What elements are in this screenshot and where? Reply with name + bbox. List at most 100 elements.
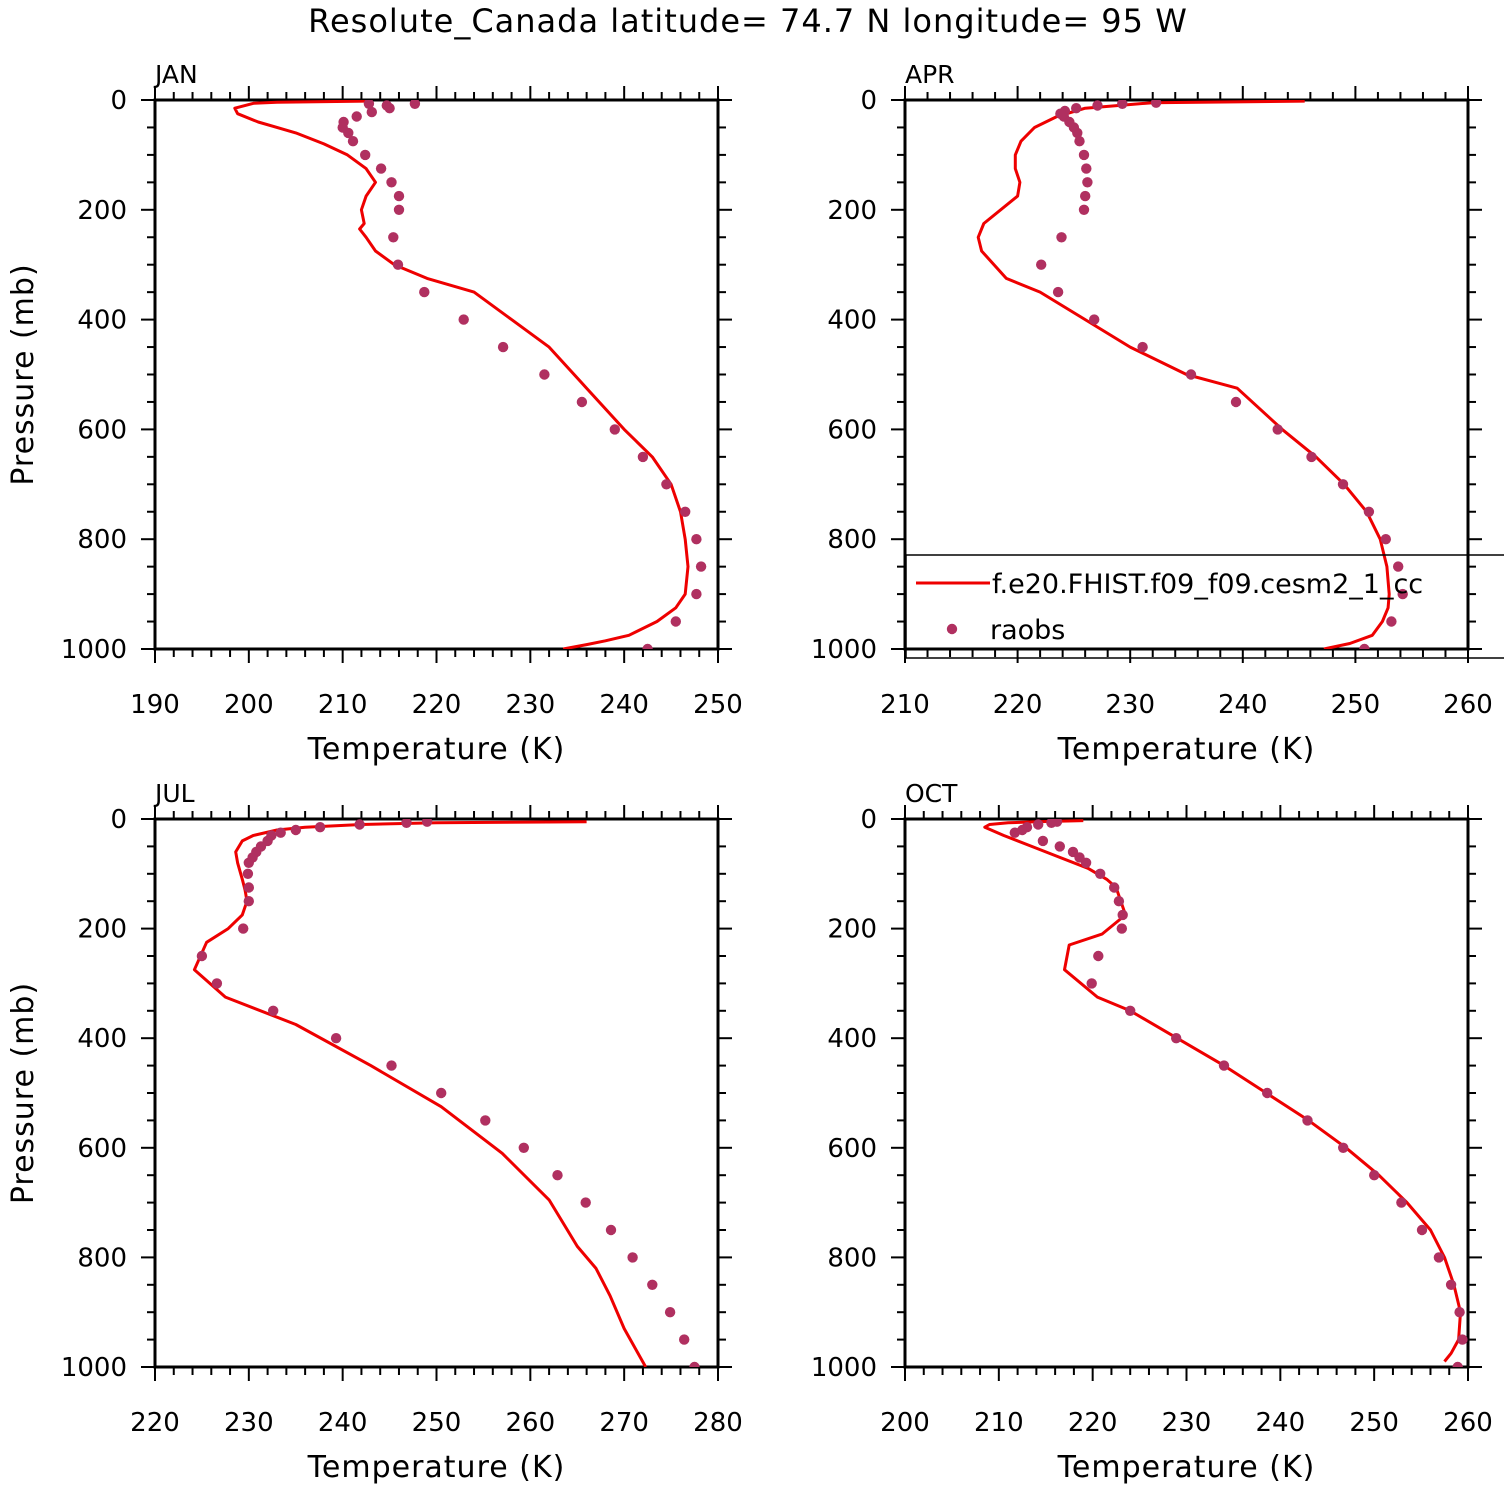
- raobs-point: [518, 1142, 529, 1154]
- raobs-point: [347, 136, 359, 147]
- raobs-point: [366, 106, 377, 118]
- raobs-point: [360, 149, 371, 161]
- y-tick-label: 200: [77, 196, 127, 226]
- raobs-point: [480, 1115, 491, 1126]
- raobs-point: [1386, 616, 1397, 627]
- raobs-point: [196, 950, 208, 962]
- x-tick-label: 260: [506, 1408, 556, 1438]
- raobs-point: [1171, 1033, 1182, 1044]
- raobs-point: [409, 100, 421, 109]
- x-tick-label: 250: [412, 1408, 462, 1438]
- x-tick-label: 240: [1256, 1408, 1306, 1438]
- plot-area: [983, 819, 1468, 1367]
- y-tick-label: 200: [77, 915, 127, 945]
- raobs-point: [1033, 819, 1044, 830]
- raobs-point: [1009, 827, 1020, 838]
- raobs-point: [1150, 100, 1162, 108]
- raobs-point: [691, 588, 702, 600]
- plot-frame: [903, 817, 1470, 1369]
- raobs-point: [1078, 149, 1090, 161]
- x-axis-label: Temperature (K): [1057, 1450, 1316, 1485]
- raobs-point: [1116, 923, 1128, 934]
- raobs-point: [1302, 1115, 1313, 1126]
- raobs-point: [576, 396, 588, 408]
- raobs-point: [497, 341, 509, 353]
- y-axis-label: Pressure (mb): [6, 982, 41, 1204]
- raobs-point: [1306, 451, 1317, 463]
- x-tick-label: 250: [693, 690, 743, 720]
- x-tick-label: 220: [1068, 1408, 1118, 1438]
- model-line: [233, 100, 690, 649]
- raobs-point: [1218, 1060, 1230, 1071]
- x-tick-label: 270: [599, 1408, 649, 1438]
- raobs-point: [627, 1252, 638, 1263]
- y-tick-label: 0: [860, 86, 877, 116]
- raobs-point: [458, 314, 469, 325]
- raobs-point: [393, 204, 405, 215]
- raobs-point: [1078, 204, 1090, 215]
- raobs-point: [691, 534, 702, 545]
- raobs-point: [314, 822, 326, 833]
- raobs-point: [1074, 136, 1085, 147]
- x-tick-label: 260: [1443, 690, 1493, 720]
- model-line: [192, 820, 648, 1367]
- raobs-point: [1230, 396, 1242, 408]
- raobs-point: [1380, 534, 1392, 545]
- panel-label: APR: [905, 60, 955, 89]
- raobs-point: [1393, 561, 1404, 572]
- y-tick-label: 1000: [811, 1353, 877, 1383]
- raobs-point: [384, 103, 395, 114]
- raobs-point: [1445, 1279, 1457, 1291]
- x-tick-label: 240: [599, 690, 649, 720]
- raobs-point: [1369, 1170, 1380, 1181]
- raobs-point: [1457, 1334, 1468, 1345]
- y-tick-label: 200: [827, 196, 877, 226]
- y-tick-label: 1000: [811, 635, 877, 665]
- panel-label: JUL: [153, 779, 195, 808]
- raobs-point: [1080, 190, 1091, 202]
- raobs-point: [401, 819, 412, 828]
- x-tick-label: 230: [1105, 690, 1155, 720]
- y-tick-label: 400: [827, 306, 877, 336]
- y-tick-label: 1000: [61, 1353, 127, 1383]
- raobs-point: [1052, 286, 1064, 298]
- plot-frame: [153, 98, 720, 651]
- raobs-point: [1054, 841, 1066, 852]
- raobs-point: [238, 923, 249, 934]
- x-tick-label: 260: [1443, 1408, 1493, 1438]
- raobs-point: [1416, 1224, 1428, 1236]
- plot-area: [192, 819, 700, 1367]
- y-tick-label: 0: [110, 805, 127, 835]
- raobs-point: [1396, 1197, 1407, 1208]
- raobs-point: [392, 259, 404, 270]
- raobs-point: [386, 1060, 397, 1071]
- raobs-point: [1072, 127, 1083, 139]
- raobs-point: [275, 827, 286, 838]
- x-tick-label: 240: [318, 1408, 368, 1438]
- raobs-point: [330, 1033, 342, 1044]
- x-tick-label: 240: [1218, 690, 1268, 720]
- raobs-point: [268, 1005, 279, 1016]
- y-tick-label: 600: [77, 1134, 127, 1164]
- x-tick-label: 230: [224, 1408, 274, 1438]
- y-tick-label: 0: [110, 86, 127, 116]
- x-tick-label: 220: [130, 1408, 180, 1438]
- legend-obs-label: raobs: [990, 615, 1065, 646]
- raobs-point: [242, 868, 254, 879]
- raobs-point: [1125, 1005, 1136, 1016]
- raobs-point: [1093, 950, 1104, 962]
- raobs-point: [1089, 314, 1100, 325]
- x-tick-label: 200: [880, 1408, 930, 1438]
- y-tick-label: 800: [827, 525, 877, 555]
- raobs-point: [661, 479, 672, 490]
- raobs-point: [388, 232, 399, 243]
- raobs-point: [354, 819, 365, 830]
- raobs-point: [290, 824, 301, 836]
- y-tick-label: 200: [827, 915, 877, 945]
- raobs-point: [436, 1087, 447, 1099]
- raobs-point: [351, 111, 362, 122]
- raobs-point: [1454, 1307, 1465, 1318]
